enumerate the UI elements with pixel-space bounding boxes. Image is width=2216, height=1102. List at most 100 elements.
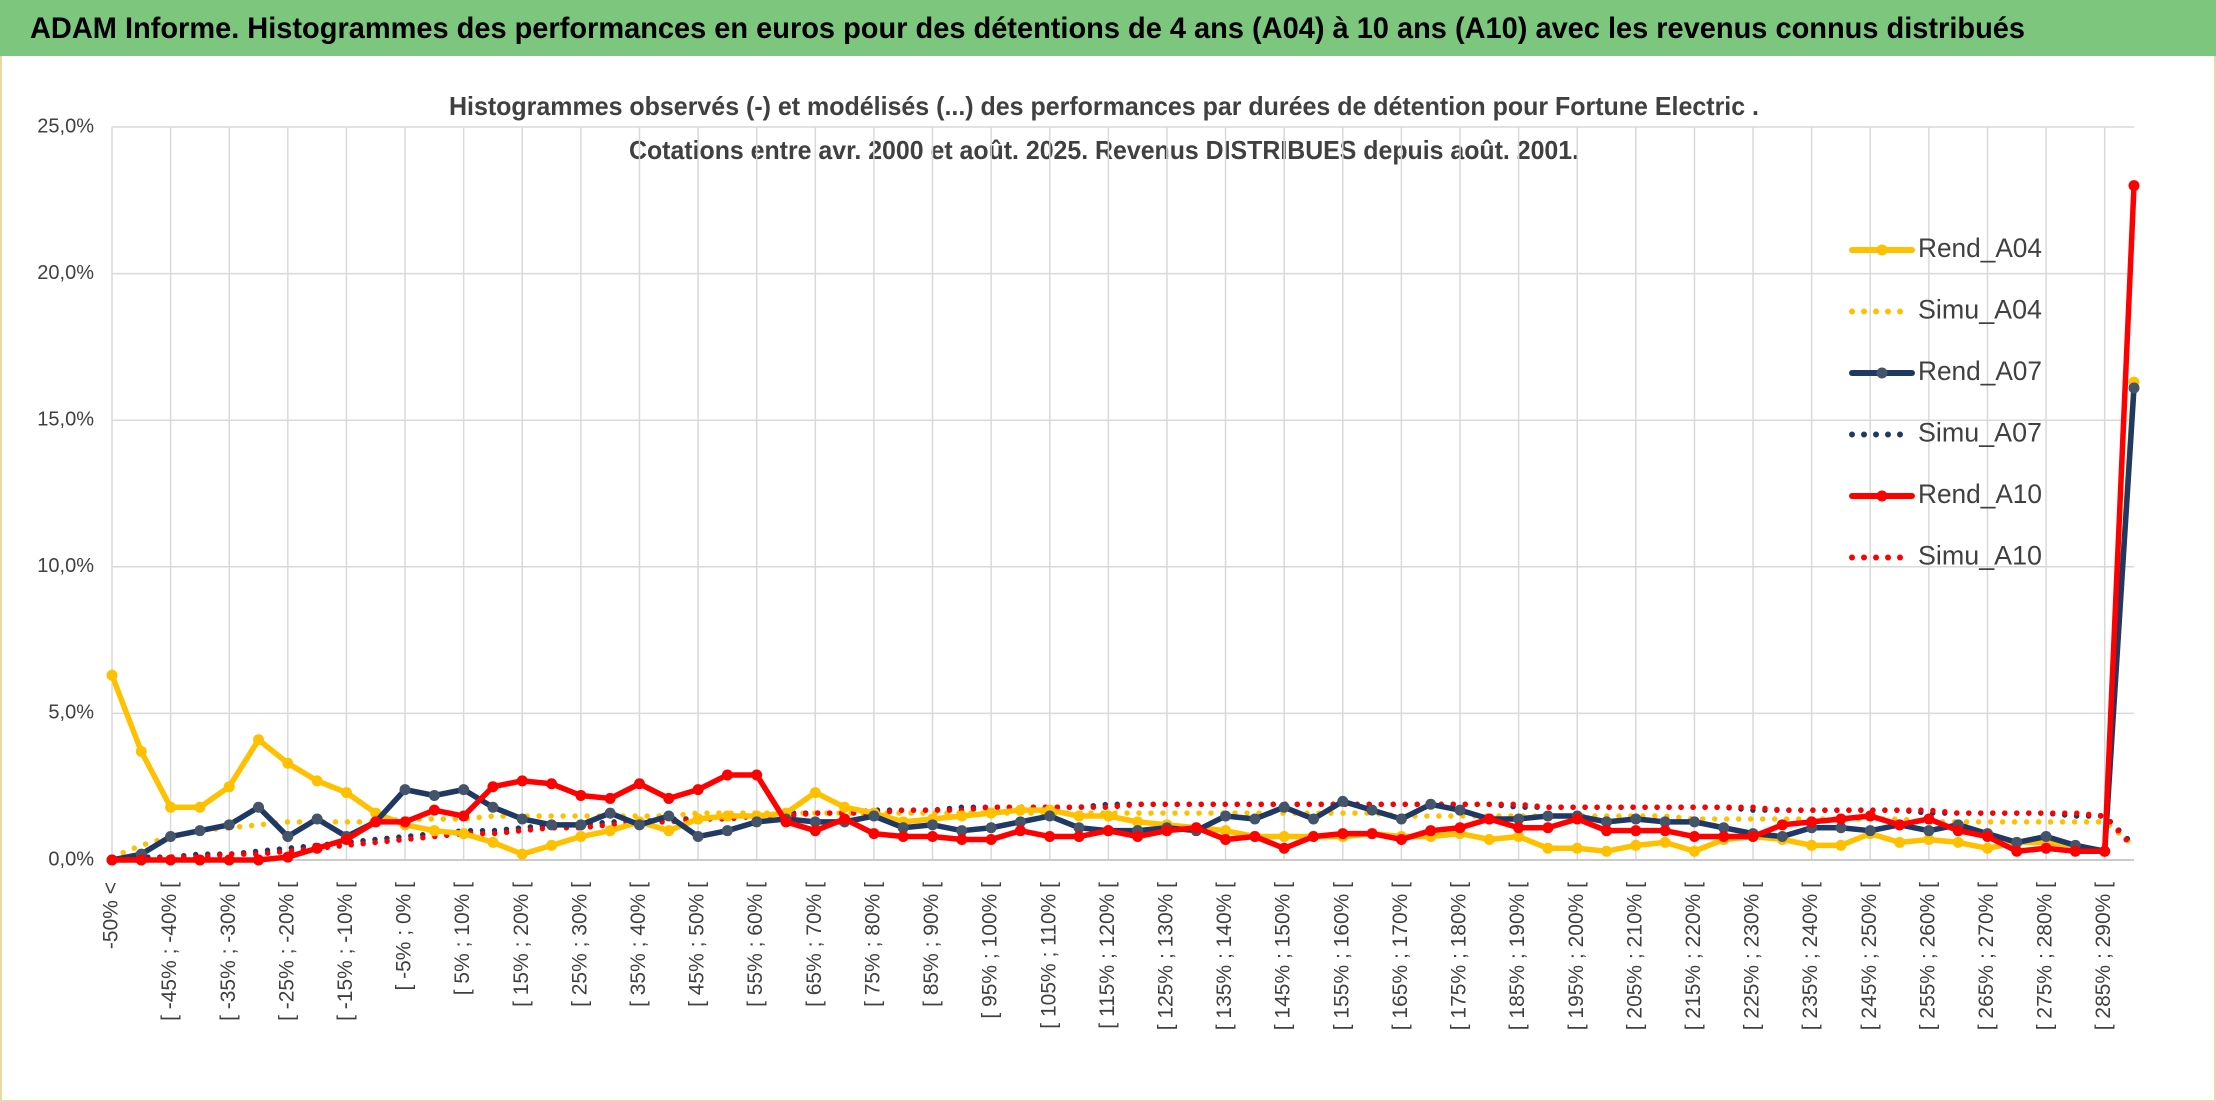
data-point xyxy=(2040,831,2052,843)
data-point xyxy=(1395,813,1407,825)
data-point xyxy=(487,801,499,813)
data-point xyxy=(1835,822,1847,834)
data-point xyxy=(106,669,118,681)
header-title: ADAM Informe. Histogrammes des performan… xyxy=(30,12,2025,45)
data-point xyxy=(1542,822,1554,834)
data-point xyxy=(751,816,763,828)
x-tick-label: [ 265% ; 270% [ xyxy=(1975,882,1998,1030)
y-tick-label: 15,0% xyxy=(37,408,94,430)
data-point xyxy=(721,825,733,837)
data-point xyxy=(575,789,587,801)
data-point xyxy=(780,816,792,828)
series-line-dotted xyxy=(109,810,2137,860)
x-tick-label: [ 5% ; 10% [ xyxy=(451,882,474,995)
data-point xyxy=(1571,813,1583,825)
x-tick-label: [ -5% ; 0% [ xyxy=(393,882,416,991)
data-point xyxy=(1014,816,1026,828)
data-point xyxy=(633,819,645,831)
legend-label: Simu_A10 xyxy=(1918,541,2042,571)
data-point xyxy=(487,781,499,793)
data-point xyxy=(1952,825,1964,837)
data-point xyxy=(458,810,470,822)
data-point xyxy=(1894,819,1906,831)
data-point xyxy=(311,842,323,854)
x-tick-label: [ -35% ; -30% [ xyxy=(217,882,240,1021)
data-point xyxy=(194,854,206,866)
data-point xyxy=(1513,813,1525,825)
data-point xyxy=(809,825,821,837)
data-point xyxy=(311,775,323,787)
data-point xyxy=(663,792,675,804)
data-point xyxy=(1864,810,1876,822)
data-point xyxy=(1190,822,1202,834)
data-point xyxy=(927,831,939,843)
data-point xyxy=(165,831,177,843)
series-line xyxy=(109,182,2137,863)
plot-area xyxy=(106,180,2140,866)
data-point xyxy=(370,816,382,828)
data-point xyxy=(985,833,997,845)
y-tick-label: 20,0% xyxy=(37,262,94,284)
data-point xyxy=(2069,845,2081,857)
data-point xyxy=(1220,810,1232,822)
legend-marker xyxy=(1876,367,1888,379)
data-point xyxy=(1307,831,1319,843)
data-point xyxy=(1630,813,1642,825)
data-point xyxy=(1102,825,1114,837)
legend-label: Simu_A04 xyxy=(1918,295,2042,325)
data-point xyxy=(956,810,968,822)
x-tick-label: [ 75% ; 80% [ xyxy=(861,882,884,1007)
data-point xyxy=(839,801,851,813)
data-point xyxy=(692,784,704,796)
data-point xyxy=(985,822,997,834)
data-point xyxy=(692,813,704,825)
data-point xyxy=(1835,839,1847,851)
header-bar xyxy=(0,0,2216,56)
data-point xyxy=(1864,825,1876,837)
data-point xyxy=(1425,825,1437,837)
data-point xyxy=(1601,825,1613,837)
data-point xyxy=(106,854,118,866)
data-point xyxy=(1806,839,1818,851)
series-line xyxy=(109,385,2137,863)
data-point xyxy=(956,833,968,845)
data-point xyxy=(311,813,323,825)
legend-marker xyxy=(1876,490,1888,502)
data-point xyxy=(282,831,294,843)
chart-subtitle: Cotations entre avr. 2000 et août. 2025.… xyxy=(629,135,1579,165)
x-tick-label: [ 145% ; 150% [ xyxy=(1272,882,1295,1030)
data-point xyxy=(516,813,528,825)
data-point xyxy=(1073,810,1085,822)
x-tick-label: -50% < xyxy=(100,882,123,949)
data-point xyxy=(253,801,265,813)
chart-title: Histogrammes observés (-) et modélisés (… xyxy=(449,91,1759,121)
data-point xyxy=(1102,810,1114,822)
data-point xyxy=(340,833,352,845)
data-point xyxy=(1073,822,1085,834)
data-point xyxy=(2128,382,2140,394)
legend-marker xyxy=(1876,244,1888,256)
data-point xyxy=(1688,831,1700,843)
legend-label: Simu_A07 xyxy=(1918,418,2042,448)
x-tick-label: [ -25% ; -20% [ xyxy=(275,882,298,1021)
data-point xyxy=(604,792,616,804)
x-tick-label: [ 245% ; 250% [ xyxy=(1858,882,1881,1030)
data-point xyxy=(721,769,733,781)
data-point xyxy=(1454,804,1466,816)
data-point xyxy=(487,836,499,848)
x-tick-label: [ 115% ; 120% [ xyxy=(1096,882,1119,1029)
grid: 0,0% 5,0% 10,0% 15,0% 20,0% 25,0% -50% < [ -45%… xyxy=(37,115,2134,1030)
data-point xyxy=(135,854,147,866)
x-tick-label: [ 95% ; 100% [ xyxy=(979,882,1002,1019)
data-point xyxy=(1601,845,1613,857)
data-point xyxy=(1132,831,1144,843)
data-point xyxy=(1923,825,1935,837)
data-point xyxy=(839,813,851,825)
data-point xyxy=(1044,831,1056,843)
legend-label: Rend_A07 xyxy=(1918,356,2042,386)
x-tick-label: [ -15% ; -10% [ xyxy=(334,882,357,1021)
data-point xyxy=(458,828,470,840)
x-tick-label: [ 85% ; 90% [ xyxy=(920,882,943,1007)
data-point xyxy=(1981,842,1993,854)
